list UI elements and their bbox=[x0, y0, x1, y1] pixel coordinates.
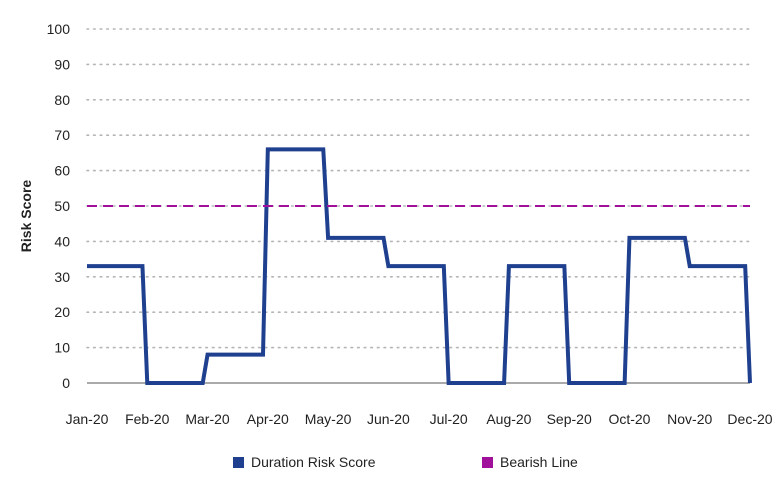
y-tick-label: 60 bbox=[54, 163, 70, 179]
y-tick-label: 0 bbox=[62, 375, 70, 391]
x-tick-labels: Jan-20 Feb-20 Mar-20 Apr-20 May-20 Jun-20 Jul-… bbox=[66, 411, 773, 427]
y-tick-label: 70 bbox=[54, 127, 70, 143]
x-tick-label: Jun-20 bbox=[367, 411, 410, 427]
y-tick-label: 90 bbox=[54, 56, 70, 72]
x-tick-label: Dec-20 bbox=[727, 411, 772, 427]
gridlines bbox=[86, 28, 751, 349]
y-tick-label: 80 bbox=[54, 92, 70, 108]
legend-item-bearish-line-swatch bbox=[482, 457, 493, 468]
duration-risk-score-line bbox=[87, 147, 752, 385]
x-tick-label: Apr-20 bbox=[247, 411, 289, 427]
x-tick-label: Jan-20 bbox=[66, 411, 109, 427]
y-tick-label: 20 bbox=[54, 304, 70, 320]
y-tick-label: 100 bbox=[47, 21, 71, 37]
legend-item-duration-risk-score-label: Duration Risk Score bbox=[251, 454, 376, 470]
x-tick-label: Feb-20 bbox=[125, 411, 170, 427]
legend-item-bearish-line-label: Bearish Line bbox=[500, 454, 578, 470]
y-tick-label: 10 bbox=[54, 340, 70, 356]
x-tick-label: Jul-20 bbox=[430, 411, 468, 427]
x-tick-label: Aug-20 bbox=[486, 411, 531, 427]
x-tick-label: Sep-20 bbox=[547, 411, 592, 427]
y-tick-label: 50 bbox=[54, 198, 70, 214]
y-tick-label: 30 bbox=[54, 269, 70, 285]
x-tick-label: Mar-20 bbox=[185, 411, 230, 427]
y-axis-label: Risk Score bbox=[18, 180, 34, 253]
series-lines bbox=[87, 147, 752, 385]
y-tick-label: 40 bbox=[54, 233, 70, 249]
legend: Duration Risk Score Bearish Line bbox=[233, 454, 578, 470]
legend-item-duration-risk-score-swatch bbox=[233, 457, 244, 468]
x-tick-label: Oct-20 bbox=[608, 411, 650, 427]
x-tick-label: May-20 bbox=[305, 411, 352, 427]
y-tick-labels: 0 10 20 30 40 50 60 70 80 90 100 bbox=[47, 21, 71, 391]
x-tick-label: Nov-20 bbox=[667, 411, 712, 427]
